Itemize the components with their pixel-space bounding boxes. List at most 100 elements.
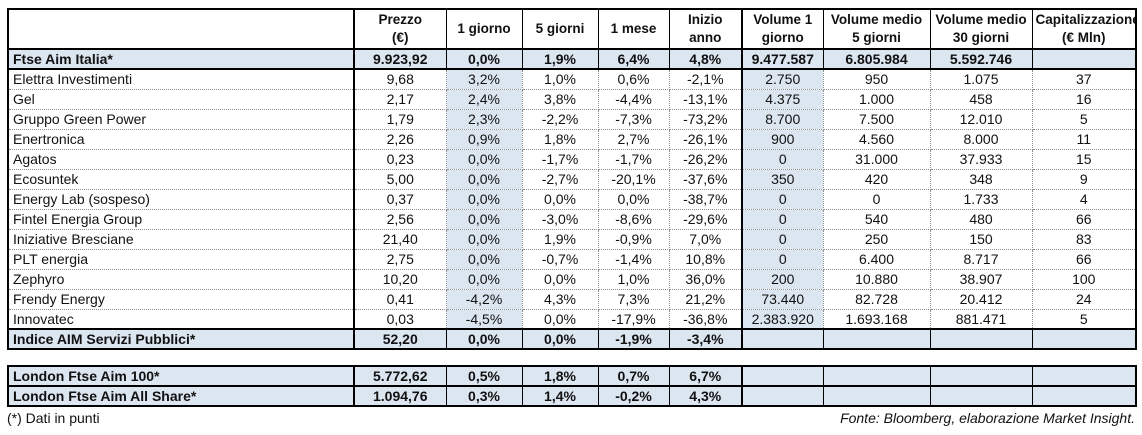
table-row: PLT energia 2,75 0,0% -0,7% -1,4% 10,8% 0 6.400…: [7, 248, 1137, 270]
cell: 0,9%: [445, 128, 523, 150]
cell: 16: [1031, 88, 1137, 110]
cell: 2.383.920: [741, 308, 824, 330]
table-row: Innovatec 0,03 -4,5% 0,0% -17,9% -36,8% 2.383.…: [7, 308, 1137, 330]
cell: 0,0%: [597, 188, 670, 210]
cell: -26,2%: [668, 148, 743, 170]
cell: [822, 365, 931, 387]
row-label: Indice AIM Servizi Pubblici*: [7, 328, 355, 350]
cell: 0,0%: [445, 168, 523, 190]
cell: [1031, 365, 1137, 387]
cell: 36,0%: [668, 268, 743, 290]
index-row: London Ftse Aim All Share* 1.094,76 0,3% 1,…: [7, 385, 1137, 407]
cell: 7,0%: [668, 228, 743, 250]
cell: 0,0%: [445, 228, 523, 250]
cell: 0,23: [353, 148, 447, 170]
london-table: London Ftse Aim 100* 5.772,62 0,5% 1,8% 0,7%…: [7, 365, 1137, 407]
cell: 0,0%: [521, 308, 599, 330]
cell: [929, 328, 1033, 350]
cell: 4,3%: [668, 385, 743, 407]
cell: 1,8%: [521, 365, 599, 387]
cell: 0,0%: [521, 188, 599, 210]
cell: 2,75: [353, 248, 447, 270]
cell: 2,56: [353, 208, 447, 230]
cell: 0,0%: [521, 268, 599, 290]
cell: 24: [1031, 288, 1137, 310]
cell: -20,1%: [597, 168, 670, 190]
cell: 0: [822, 188, 931, 210]
cell: 2,4%: [445, 88, 523, 110]
cell: 10,8%: [668, 248, 743, 270]
source-note: Fonte: Bloomberg, elaborazione Market In…: [840, 410, 1135, 426]
cell: -4,2%: [445, 288, 523, 310]
cell: 20.412: [929, 288, 1033, 310]
cell: -38,7%: [668, 188, 743, 210]
table-row: Agatos 0,23 0,0% -1,7% -1,7% -26,2% 0 31.000 37.…: [7, 148, 1137, 170]
cell: 200: [741, 268, 824, 290]
table-row: Ecosuntek 5,00 0,0% -2,7% -20,1% -37,6% 350 420…: [7, 168, 1137, 190]
cell: [929, 365, 1033, 387]
cell: 38.907: [929, 268, 1033, 290]
cell: 31.000: [822, 148, 931, 170]
cell: 3,2%: [445, 68, 523, 90]
cell: 66: [1031, 248, 1137, 270]
cell: -0,9%: [597, 228, 670, 250]
cell: -0,7%: [521, 248, 599, 270]
cell: -1,7%: [521, 148, 599, 170]
cell: 0,03: [353, 308, 447, 330]
cell: [741, 365, 824, 387]
cell: -1,9%: [597, 328, 670, 350]
cell: -3,4%: [668, 328, 743, 350]
cell: -73,2%: [668, 108, 743, 130]
cell: 10.880: [822, 268, 931, 290]
cell: -4,5%: [445, 308, 523, 330]
cell: 2,7%: [597, 128, 670, 150]
footnote-dati-in-punti: (*) Dati in punti: [7, 410, 100, 426]
cell: [1031, 385, 1137, 407]
cell: 9,68: [353, 68, 447, 90]
cell: 73.440: [741, 288, 824, 310]
cell: 0,0%: [445, 248, 523, 270]
cell: 21,40: [353, 228, 447, 250]
cell: 21,2%: [668, 288, 743, 310]
cell: 900: [741, 128, 824, 150]
cell: [741, 385, 824, 407]
column-header: 5 giorni: [521, 8, 599, 50]
cell: 480: [929, 208, 1033, 230]
cell: 1.000: [822, 88, 931, 110]
cell: 1,8%: [521, 128, 599, 150]
cell: 9: [1031, 168, 1137, 190]
row-label: Ecosuntek: [7, 168, 355, 190]
table-row: Elettra Investimenti 9,68 3,2% 1,0% 0,6% -2,1…: [7, 68, 1137, 90]
cell: 12.010: [929, 108, 1033, 130]
row-label: London Ftse Aim 100*: [7, 365, 355, 387]
corner-header-cell: [7, 8, 355, 50]
row-label: Ftse Aim Italia*: [7, 48, 355, 70]
cell: 4.375: [741, 88, 824, 110]
table-footer: (*) Dati in punti Fonte: Bloomberg, elab…: [7, 410, 1135, 426]
index-row: Indice AIM Servizi Pubblici* 52,20 0,0% 0,0…: [7, 328, 1137, 350]
cell: 9.923,92: [353, 48, 447, 70]
cell: 11: [1031, 128, 1137, 150]
cell: 8.700: [741, 108, 824, 130]
cell: -29,6%: [668, 208, 743, 230]
cell: 0: [741, 228, 824, 250]
cell: 1.733: [929, 188, 1033, 210]
main-table: Prezzo (€) 1 giorno 5 giorni 1 mese Inizio a…: [7, 8, 1137, 350]
cell: -1,4%: [597, 248, 670, 270]
cell: 8.717: [929, 248, 1033, 270]
table-row: Gruppo Green Power 1,79 2,3% -2,2% -7,3% -73,…: [7, 108, 1137, 130]
cell: 4,8%: [668, 48, 743, 70]
cell: 6.805.984: [822, 48, 931, 70]
cell: -36,8%: [668, 308, 743, 330]
cell: 0,0%: [445, 208, 523, 230]
row-label: Gel: [7, 88, 355, 110]
column-header: Volume medio 5 giorni: [822, 8, 931, 50]
cell: 6,4%: [597, 48, 670, 70]
cell: 348: [929, 168, 1033, 190]
cell: 4,3%: [521, 288, 599, 310]
column-header: Inizio anno: [668, 8, 743, 50]
cell: 6,7%: [668, 365, 743, 387]
cell: -2,7%: [521, 168, 599, 190]
cell: [929, 385, 1033, 407]
row-label: Elettra Investimenti: [7, 68, 355, 90]
